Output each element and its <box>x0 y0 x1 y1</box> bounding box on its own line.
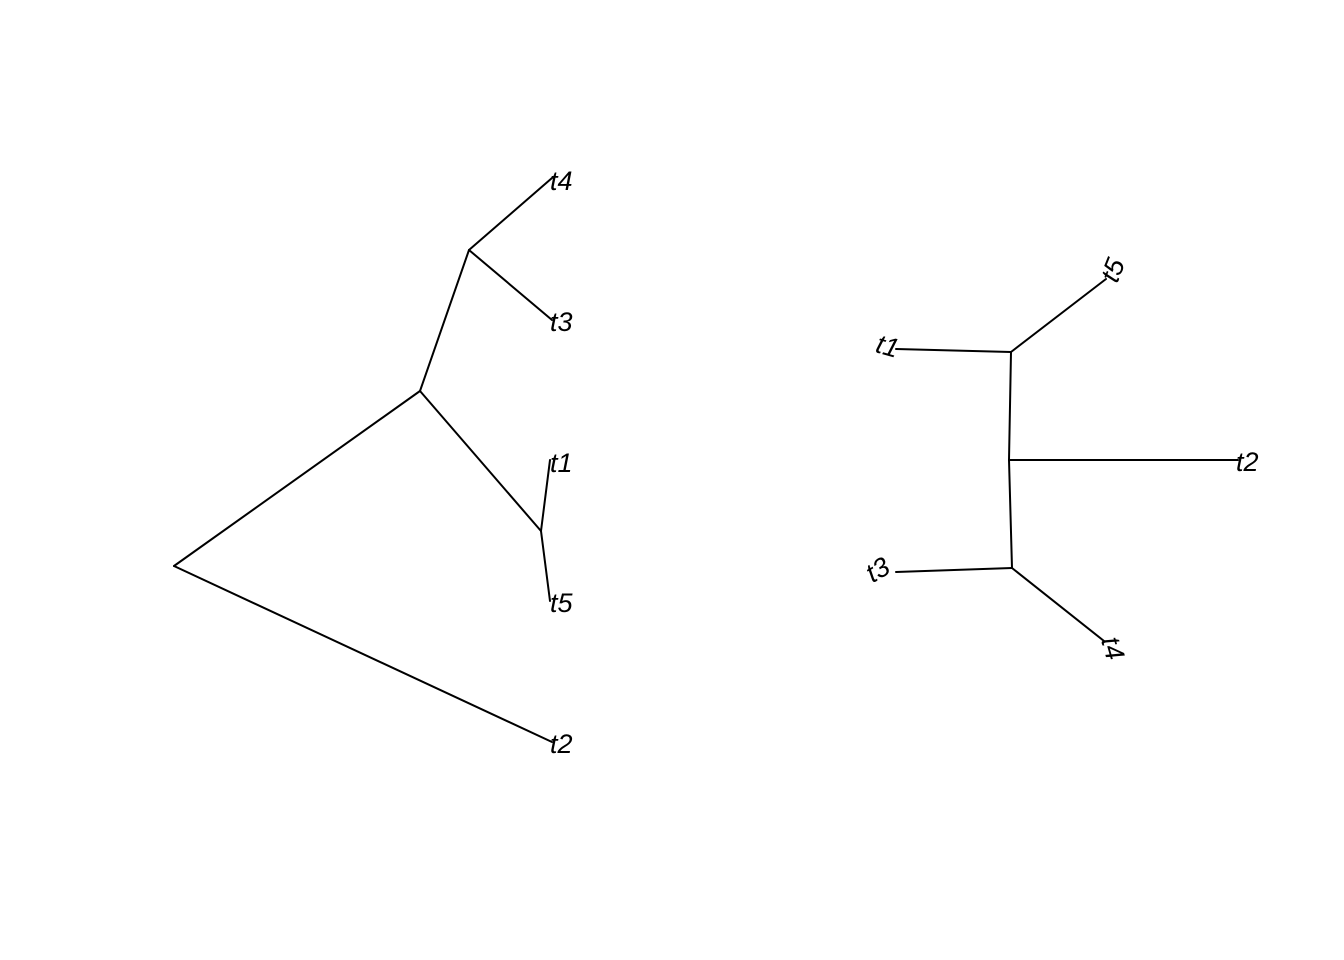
tip-label-t1: t1 <box>873 329 903 364</box>
tip-label-t4: t4 <box>550 166 573 196</box>
branch-to-t5 <box>1010 278 1107 353</box>
branch-to-t3 <box>468 249 553 321</box>
branch-root-to-clade <box>173 390 421 567</box>
branch-root-to-t2 <box>173 565 553 743</box>
unrooted-tree: t2 t5 t1 t3 t4 <box>860 253 1258 663</box>
branch-spine-upper <box>1008 351 1012 461</box>
branch-to-t3 <box>895 567 1013 573</box>
branch-clade-to-t3t4 <box>419 249 470 392</box>
cladogram-tree: t4 t3 t1 t5 t2 <box>173 166 574 759</box>
tip-label-t3: t3 <box>550 307 573 337</box>
branch-to-t4 <box>1011 567 1105 642</box>
tip-label-t2: t2 <box>550 729 573 759</box>
tip-label-t1: t1 <box>550 448 573 478</box>
branch-spine-lower <box>1008 459 1013 569</box>
tip-label-t5: t5 <box>1095 253 1132 286</box>
tip-label-t2: t2 <box>1236 447 1259 477</box>
branch-to-t1 <box>895 348 1012 353</box>
branch-to-t5 <box>540 530 551 602</box>
branch-to-t4 <box>468 177 553 251</box>
tip-label-t5: t5 <box>550 588 574 618</box>
branch-to-t1 <box>540 459 551 532</box>
tip-label-t3: t3 <box>860 551 895 588</box>
branch-clade-to-t1t5 <box>419 390 542 532</box>
